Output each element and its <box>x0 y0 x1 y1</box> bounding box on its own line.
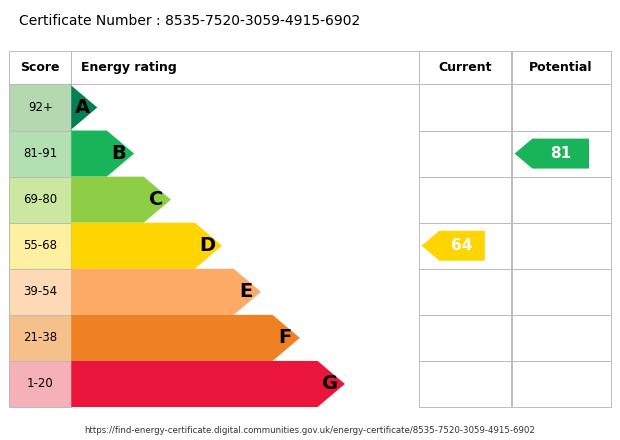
Bar <box>512 176 611 223</box>
Bar <box>418 131 511 176</box>
Bar <box>9 269 71 315</box>
Text: F: F <box>278 328 291 348</box>
Text: D: D <box>199 236 215 255</box>
Bar <box>71 51 419 84</box>
Text: https://find-energy-certificate.digital.communities.gov.uk/energy-certificate/85: https://find-energy-certificate.digital.… <box>84 426 536 435</box>
Polygon shape <box>422 231 485 261</box>
Polygon shape <box>71 176 171 223</box>
Text: 64: 64 <box>451 238 473 253</box>
Bar <box>512 361 611 407</box>
Polygon shape <box>71 315 300 361</box>
Text: Potential: Potential <box>529 61 593 74</box>
Text: 81-91: 81-91 <box>23 147 58 160</box>
Text: Score: Score <box>20 61 60 74</box>
Bar <box>512 51 611 84</box>
Bar <box>9 315 71 361</box>
Text: 69-80: 69-80 <box>23 193 58 206</box>
Bar <box>9 176 71 223</box>
Polygon shape <box>71 131 134 176</box>
Bar <box>418 269 511 315</box>
Bar <box>512 269 611 315</box>
Text: 55-68: 55-68 <box>24 239 57 252</box>
Polygon shape <box>71 361 345 407</box>
Bar <box>418 361 511 407</box>
Text: 81: 81 <box>550 146 571 161</box>
Text: C: C <box>149 190 163 209</box>
Text: A: A <box>75 98 90 117</box>
Bar <box>418 315 511 361</box>
Bar <box>9 84 71 131</box>
Text: Current: Current <box>438 61 492 74</box>
Bar <box>9 131 71 176</box>
Text: 92+: 92+ <box>28 101 53 114</box>
Text: Certificate Number : 8535-7520-3059-4915-6902: Certificate Number : 8535-7520-3059-4915… <box>19 14 360 28</box>
Bar <box>512 223 611 269</box>
Bar <box>418 176 511 223</box>
Polygon shape <box>71 269 261 315</box>
Text: E: E <box>239 282 252 301</box>
Bar <box>512 315 611 361</box>
Text: G: G <box>322 374 338 393</box>
Bar <box>418 84 511 131</box>
Bar <box>9 361 71 407</box>
Text: 1-20: 1-20 <box>27 378 54 390</box>
Polygon shape <box>515 139 589 169</box>
Bar <box>9 223 71 269</box>
Bar <box>9 51 71 84</box>
Bar <box>418 223 511 269</box>
Text: Energy rating: Energy rating <box>81 61 176 74</box>
Polygon shape <box>71 223 222 269</box>
Bar <box>418 51 511 84</box>
Text: B: B <box>112 144 126 163</box>
Polygon shape <box>70 84 97 131</box>
Bar <box>512 84 611 131</box>
Text: 21-38: 21-38 <box>23 331 58 345</box>
Bar <box>512 131 611 176</box>
Text: 39-54: 39-54 <box>23 285 58 298</box>
